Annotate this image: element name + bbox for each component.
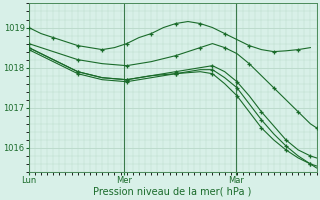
X-axis label: Pression niveau de la mer( hPa ): Pression niveau de la mer( hPa ) <box>93 187 252 197</box>
